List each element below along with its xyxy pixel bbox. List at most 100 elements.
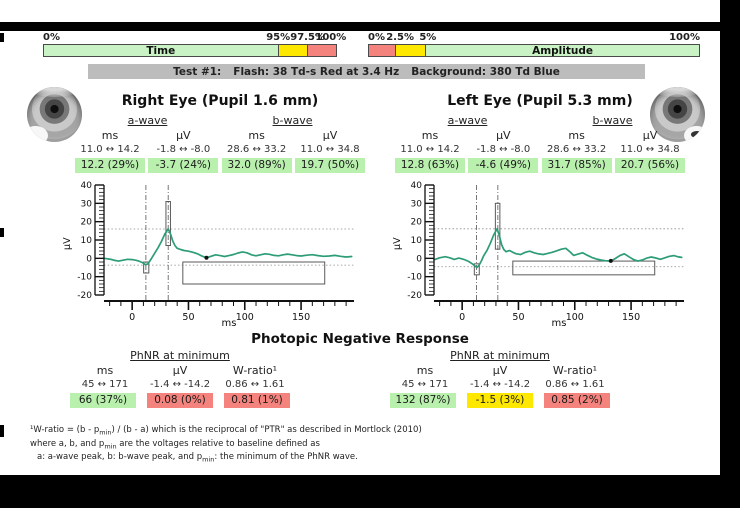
left-edge-mark-3 <box>0 425 4 437</box>
right-eye-wave-headers: a-wave b-wave <box>75 114 365 127</box>
svg-text:0: 0 <box>459 312 465 323</box>
footnote-line-1: ¹W-ratio = (b - pmin) / (b - a) which is… <box>30 425 422 437</box>
right-eye-a-ms-value: 12.2 (29%) <box>75 158 145 173</box>
left-edge-mark-2 <box>0 228 4 237</box>
left-eye-phnr-ranges-row: 45 ↔ 171 -1.4 ↔ -14.2 0.86 ↔ 1.61 <box>401 379 605 390</box>
svg-text:100: 100 <box>236 312 254 323</box>
right-eye-photo-inset <box>27 126 48 142</box>
right-eye-phnr-table: PhNR at minimum ms µV W-ratio¹ 45 ↔ 171 … <box>70 349 290 408</box>
amplitude-scale-red-segment <box>369 45 396 56</box>
amplitude-quality-scale: 0% 2.5% 5% 100% Amplitude <box>368 32 700 60</box>
left-eye-photo-inset <box>684 126 705 142</box>
right-eye-a-wave-header: a-wave <box>127 114 168 127</box>
right-eye-waveform-chart: -20 -10 0 10 20 30 40 0 50 100 150 µV ms <box>62 181 354 329</box>
time-quality-scale: 0% 95% 97.5% 100% Time <box>43 32 346 60</box>
time-scale-tick-97-5: 97.5% <box>290 32 325 43</box>
svg-text:ms: ms <box>222 318 237 329</box>
left-eye-phnr-units-row: ms µV W-ratio¹ <box>416 364 598 377</box>
svg-text:0: 0 <box>416 254 422 264</box>
left-eye-b-wave-header: b-wave <box>592 114 633 127</box>
svg-text:50: 50 <box>182 312 194 323</box>
amplitude-scale-tick-2-5: 2.5% <box>386 32 414 43</box>
left-edge-mark-1 <box>0 33 4 42</box>
right-eye-phnr-units-row: ms µV W-ratio¹ <box>96 364 278 377</box>
test-number: Test #1: <box>173 65 222 78</box>
svg-text:20: 20 <box>411 218 423 228</box>
time-scale-tick-100: 100% <box>315 32 347 43</box>
left-eye-phnr-subtitle: PhNR at minimum <box>450 349 550 362</box>
time-scale-tick-95: 95% <box>266 32 291 43</box>
right-eye-section: Right Eye (Pupil 1.6 mm) a-wave b-wave m… <box>75 93 365 173</box>
left-eye-normal-ranges-row: 11.0 ↔ 14.2 -1.8 ↔ -8.0 28.6 ↔ 33.2 11.0… <box>400 144 680 155</box>
svg-text:-20: -20 <box>77 291 92 301</box>
time-scale-bar-label: Time <box>146 44 176 57</box>
left-eye-wave-headers: a-wave b-wave <box>395 114 685 127</box>
svg-text:0: 0 <box>129 312 135 323</box>
svg-text:µV: µV <box>62 237 73 250</box>
time-scale-yellow-segment <box>277 45 307 56</box>
test-background-info: Background: 380 Td Blue <box>411 65 560 78</box>
time-scale-bar: Time <box>43 44 337 57</box>
left-eye-phnr-wratio-value: 0.85 (2%) <box>544 393 610 408</box>
svg-text:150: 150 <box>622 312 640 323</box>
svg-text:-20: -20 <box>407 291 422 301</box>
right-eye-phnr-subtitle: PhNR at minimum <box>130 349 230 362</box>
svg-text:50: 50 <box>512 312 524 323</box>
time-scale-tick-0: 0% <box>43 32 60 43</box>
top-page-strip <box>0 0 720 22</box>
right-eye-values-row: 12.2 (29%) -3.7 (24%) 32.0 (89%) 19.7 (5… <box>75 158 365 173</box>
svg-text:10: 10 <box>81 236 93 246</box>
amplitude-scale-yellow-segment <box>395 45 426 56</box>
left-eye-phnr-uv-value: -1.5 (3%) <box>467 393 533 408</box>
right-eye-b-wave-header: b-wave <box>272 114 313 127</box>
svg-text:-10: -10 <box>407 273 422 283</box>
amplitude-scale-tick-5: 5% <box>419 32 437 43</box>
left-eye-section: Left Eye (Pupil 5.3 mm) a-wave b-wave ms… <box>395 93 685 173</box>
test-header-bar: Test #1: Flash: 38 Td-s Red at 3.4 Hz Ba… <box>88 64 645 79</box>
test-flash-info: Flash: 38 Td-s Red at 3.4 Hz <box>233 65 400 78</box>
svg-text:µV: µV <box>392 237 403 250</box>
left-eye-title: Left Eye (Pupil 5.3 mm) <box>447 93 633 109</box>
svg-text:150: 150 <box>292 312 310 323</box>
time-scale-red-segment <box>306 45 336 56</box>
svg-text:30: 30 <box>411 199 423 209</box>
right-eye-photo <box>27 87 82 142</box>
phnr-section-title: Photopic Negative Response <box>251 331 469 347</box>
amplitude-scale-tick-100: 100% <box>669 32 700 43</box>
left-eye-waveform-chart: -20 -10 0 10 20 30 40 0 50 100 150 µV ms <box>392 181 684 329</box>
left-eye-phnr-table: PhNR at minimum ms µV W-ratio¹ 45 ↔ 171 … <box>390 349 610 408</box>
right-eye-units-row: ms µV ms µV <box>101 129 338 142</box>
svg-text:100: 100 <box>566 312 584 323</box>
left-eye-photo-inset-eye <box>691 131 703 138</box>
amplitude-scale-bar-label: Amplitude <box>532 44 593 57</box>
svg-text:10: 10 <box>411 236 423 246</box>
right-eye-b-uv-value: 19.7 (50%) <box>294 158 365 173</box>
right-eye-phnr-values-row: 66 (37%) 0.08 (0%) 0.81 (1%) <box>70 393 290 408</box>
right-eye-phnr-wratio-value: 0.81 (1%) <box>224 393 290 408</box>
left-eye-a-wave-header: a-wave <box>447 114 488 127</box>
svg-text:30: 30 <box>81 199 93 209</box>
right-eye-b-ms-value: 32.0 (89%) <box>221 158 292 173</box>
left-eye-b-ms-value: 31.7 (85%) <box>541 158 612 173</box>
footnote-line-3: a: a-wave peak, b: b-wave peak, and pmin… <box>37 452 358 465</box>
right-eye-phnr-ranges-row: 45 ↔ 171 -1.4 ↔ -14.2 0.86 ↔ 1.61 <box>81 379 285 390</box>
wratio-footnote: ¹W-ratio = (b - pmin) / (b - a) which is… <box>30 425 422 466</box>
svg-text:ms: ms <box>552 318 567 329</box>
svg-text:-10: -10 <box>77 273 92 283</box>
svg-text:20: 20 <box>81 218 93 228</box>
svg-text:40: 40 <box>81 181 93 191</box>
left-eye-units-row: ms µV ms µV <box>421 129 658 142</box>
right-eye-phnr-ms-value: 66 (37%) <box>70 393 136 408</box>
report-page: 0% 95% 97.5% 100% Time 0% 2.5% 5% 100% A… <box>0 31 720 475</box>
amplitude-scale-bar: Amplitude <box>368 44 700 57</box>
left-eye-values-row: 12.8 (63%) -4.6 (49%) 31.7 (85%) 20.7 (5… <box>395 158 685 173</box>
left-eye-a-uv-value: -4.6 (49%) <box>468 158 539 173</box>
svg-text:0: 0 <box>86 254 92 264</box>
amplitude-scale-tick-0: 0% <box>368 32 385 43</box>
left-eye-b-uv-value: 20.7 (56%) <box>614 158 685 173</box>
left-eye-phnr-values-row: 132 (87%) -1.5 (3%) 0.85 (2%) <box>390 393 610 408</box>
right-eye-phnr-uv-value: 0.08 (0%) <box>147 393 213 408</box>
right-eye-a-uv-value: -3.7 (24%) <box>148 158 219 173</box>
amplitude-scale-green-segment: Amplitude <box>425 44 699 57</box>
